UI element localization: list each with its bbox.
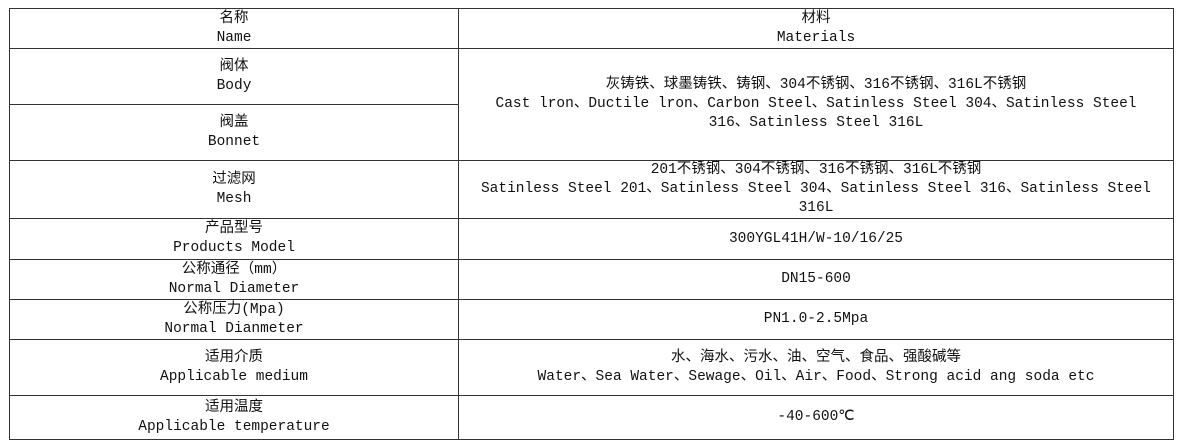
label-en: Products Model xyxy=(173,240,295,256)
materials-table: 名称 Name 材料 Materials 阀体 Body 灰铸铁、球墨铸铁、铸钢、3… xyxy=(9,8,1174,440)
table-row: 公称通径（mm） Normal Diameter DN15-600 xyxy=(9,259,1174,300)
label-cell: 阀盖 Bonnet xyxy=(9,104,459,161)
table-row: 适用介质 Applicable medium 水、海水、污水、油、空气、食品、强酸碱… xyxy=(9,339,1174,396)
label-cn: 适用温度 xyxy=(205,399,263,416)
label-cell: 产品型号 Products Model xyxy=(9,218,459,260)
table-header-row: 名称 Name 材料 Materials xyxy=(9,8,1174,49)
label-cn: 公称压力(Mpa) xyxy=(183,301,285,318)
label-cell: 公称通径（mm） Normal Diameter xyxy=(9,259,459,300)
label-cell: 适用介质 Applicable medium xyxy=(9,339,459,396)
label-cn: 阀体 xyxy=(219,58,249,75)
label-cn: 公称通径（mm） xyxy=(181,261,287,278)
value-cn: 201不锈钢、304不锈钢、316不锈钢、316L不锈钢 xyxy=(650,162,982,178)
label-cell: 适用温度 Applicable temperature xyxy=(9,395,459,440)
header-name-cn: 名称 xyxy=(219,10,249,27)
value-cell: PN1.0-2.5Mpa xyxy=(458,299,1174,340)
value-en: Cast lron、Ductile lron、Carbon Steel、Sati… xyxy=(495,96,1137,131)
value-en: Water、Sea Water、Sewage、Oil、Air、Food、Stro… xyxy=(537,368,1095,385)
label-en: Mesh xyxy=(216,190,252,207)
label-en: Applicable medium xyxy=(160,368,308,385)
label-cn: 过滤网 xyxy=(212,171,256,188)
label-en: Body xyxy=(216,77,252,94)
label-cn: 适用介质 xyxy=(205,349,263,366)
table-row: 适用温度 Applicable temperature -40-600℃ xyxy=(9,395,1174,440)
value-cell: 水、海水、污水、油、空气、食品、强酸碱等 Water、Sea Water、Sewa… xyxy=(458,339,1174,396)
value-cn: DN15-600 xyxy=(781,271,851,287)
label-en: Normal Dianmeter xyxy=(164,320,304,337)
header-name-en: Name xyxy=(216,29,252,46)
label-cn: 产品型号 xyxy=(205,221,263,237)
header-materials-en: Materials xyxy=(776,29,856,46)
value-en: Satinless Steel 201、Satinless Steel 304、… xyxy=(480,181,1151,216)
label-en: Applicable temperature xyxy=(138,418,330,435)
value-cell: 201不锈钢、304不锈钢、316不锈钢、316L不锈钢 Satinless St… xyxy=(458,160,1174,219)
table-row: 阀盖 Bonnet xyxy=(9,104,1174,161)
label-cn: 阀盖 xyxy=(219,114,249,131)
value-cell: -40-600℃ xyxy=(458,395,1174,440)
table-row: 过滤网 Mesh 201不锈钢、304不锈钢、316不锈钢、316L不锈钢 Satin… xyxy=(9,160,1174,219)
value-cn: 灰铸铁、球墨铸铁、铸钢、304不锈钢、316不锈钢、316L不锈钢 xyxy=(605,77,1027,93)
table-row: 公称压力(Mpa) Normal Dianmeter PN1.0-2.5Mpa xyxy=(9,299,1174,340)
label-en: Normal Diameter xyxy=(168,280,300,297)
label-cell: 阀体 Body xyxy=(9,48,459,105)
table-row: 产品型号 Products Model 300YGL41H/W-10/16/25 xyxy=(9,218,1174,260)
value-cn: -40-600℃ xyxy=(777,409,855,425)
value-cell: 灰铸铁、球墨铸铁、铸钢、304不锈钢、316不锈钢、316L不锈钢 Cast lr… xyxy=(458,48,1174,161)
label-en: Bonnet xyxy=(207,133,261,150)
table-row: 阀体 Body 灰铸铁、球墨铸铁、铸钢、304不锈钢、316不锈钢、316L不锈钢 C… xyxy=(9,48,1174,161)
header-materials-cell: 材料 Materials xyxy=(458,8,1174,49)
value-cn: 水、海水、污水、油、空气、食品、强酸碱等 xyxy=(671,349,961,366)
header-materials-cn: 材料 xyxy=(801,10,831,27)
value-cell: 300YGL41H/W-10/16/25 xyxy=(458,218,1174,260)
value-cn: PN1.0-2.5Mpa xyxy=(763,311,869,327)
header-name-cell: 名称 Name xyxy=(9,8,459,49)
label-cell: 过滤网 Mesh xyxy=(9,160,459,219)
label-cell: 公称压力(Mpa) Normal Dianmeter xyxy=(9,299,459,340)
value-cell: DN15-600 xyxy=(458,259,1174,300)
value-cn: 300YGL41H/W-10/16/25 xyxy=(728,230,904,247)
